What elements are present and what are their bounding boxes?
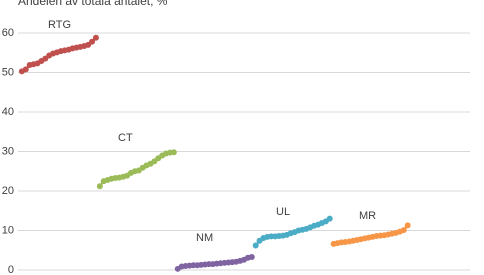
series-label: NM xyxy=(196,232,213,244)
series-label: MR xyxy=(359,210,376,222)
data-point xyxy=(92,34,99,41)
data-point xyxy=(89,38,96,45)
series-label: RTG xyxy=(48,19,71,31)
y-tick-label: 60 xyxy=(2,27,14,39)
y-tick-label: 10 xyxy=(2,224,14,236)
series-label: UL xyxy=(276,206,290,218)
y-tick-label: 20 xyxy=(2,185,14,197)
y-tick-label: 40 xyxy=(2,106,14,118)
y-tick-label: 0 xyxy=(8,264,14,275)
data-point xyxy=(404,222,411,229)
data-point xyxy=(22,66,29,73)
chart-title: Andelen av totala antalet, % xyxy=(18,0,168,8)
data-point xyxy=(248,253,255,260)
data-point xyxy=(96,183,103,190)
y-tick-label: 50 xyxy=(2,66,14,78)
data-point xyxy=(170,149,177,156)
data-point xyxy=(252,242,259,249)
series-label: CT xyxy=(118,132,133,144)
y-tick-label: 30 xyxy=(2,145,14,157)
data-point xyxy=(326,215,333,222)
data-point xyxy=(400,227,407,234)
